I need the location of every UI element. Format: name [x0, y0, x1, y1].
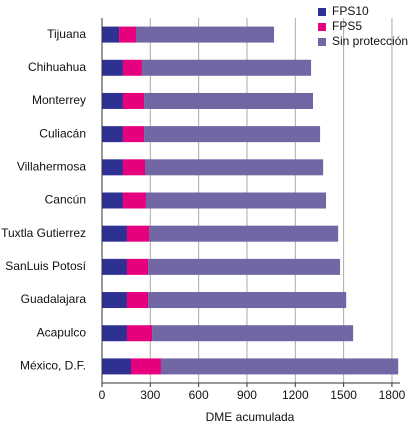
y-tick-label: México, D.F. — [20, 359, 86, 373]
bar-segment — [102, 59, 123, 76]
bar-segment — [122, 126, 145, 143]
x-tick-label: 600 — [189, 388, 209, 402]
legend-swatch — [318, 23, 326, 31]
bar-segment — [102, 292, 127, 309]
bar-segment — [119, 26, 136, 43]
y-tick-label: Culiacán — [39, 126, 86, 140]
x-tick-label: 1800 — [379, 388, 406, 402]
bar-segment — [145, 159, 324, 176]
bar-segment — [149, 225, 339, 242]
bar-segment — [122, 92, 145, 109]
bar-segment — [102, 225, 127, 242]
y-tick-label: Chihuahua — [28, 60, 86, 74]
legend-swatch — [318, 38, 326, 46]
bar-segment — [148, 258, 341, 275]
bar-segment — [122, 159, 146, 176]
legend-swatch — [318, 8, 326, 16]
bar-segment — [102, 192, 123, 209]
legend-label: Sin protección — [332, 34, 408, 48]
bar-segment — [135, 26, 275, 43]
y-tick-label: Acapulco — [37, 325, 87, 339]
bar-segment — [122, 59, 142, 76]
bar-segment — [122, 192, 146, 209]
bar-segment — [160, 358, 399, 375]
bar-segment — [102, 325, 127, 342]
bar-segment — [102, 26, 120, 43]
bar-segment — [130, 358, 161, 375]
bar-segment — [144, 92, 314, 109]
legend-label: FPS10 — [332, 4, 369, 18]
bar-segment — [126, 325, 153, 342]
bar-segment — [144, 126, 321, 143]
bar-segment — [102, 126, 123, 143]
bar-segment — [145, 192, 327, 209]
bar-segment — [141, 59, 312, 76]
bar-segment — [126, 292, 149, 309]
x-tick-label: 300 — [140, 388, 160, 402]
y-tick-label: Tuxtla Gutierrez — [1, 226, 86, 240]
y-tick-label: Guadalajara — [21, 292, 87, 306]
x-tick-label: 1500 — [330, 388, 357, 402]
y-tick-label: Villahermosa — [17, 159, 86, 173]
x-tick-label: 900 — [237, 388, 257, 402]
legend-label: FPS5 — [332, 19, 362, 33]
x-tick-label: 0 — [99, 388, 106, 402]
bar-segment — [102, 92, 123, 109]
x-axis-label: DME acumulada — [206, 410, 295, 424]
bar-segment — [102, 258, 127, 275]
y-tick-label: Tijuana — [47, 27, 86, 41]
x-tick-label: 1200 — [282, 388, 309, 402]
bar-segment — [126, 225, 150, 242]
y-tick-label: Cancún — [45, 193, 86, 207]
bar-segment — [152, 325, 354, 342]
bar-segment — [126, 258, 149, 275]
bar-segment — [102, 159, 123, 176]
bar-segment — [148, 292, 347, 309]
y-tick-label: Monterrey — [32, 93, 86, 107]
y-tick-label: SanLuis Potosí — [5, 259, 86, 273]
bar-segment — [102, 358, 131, 375]
